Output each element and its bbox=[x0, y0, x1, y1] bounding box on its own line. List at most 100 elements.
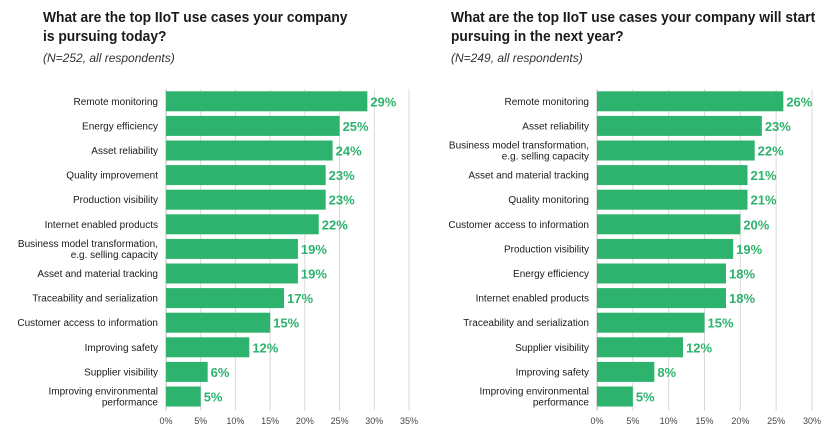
chart-title: What are the top IIoT use cases your com… bbox=[43, 8, 347, 46]
category-label-line: e.g. selling capacity bbox=[71, 250, 158, 261]
x-tick-label: 20% bbox=[731, 416, 749, 426]
data-label: 17% bbox=[287, 291, 313, 306]
category-label-line: Asset and material tracking bbox=[37, 269, 158, 280]
category-label: Customer access to information bbox=[17, 318, 158, 329]
data-label: 22% bbox=[758, 144, 784, 159]
bar bbox=[597, 288, 726, 309]
category-label: Quality monitoring bbox=[508, 195, 589, 206]
bar bbox=[166, 312, 271, 333]
bar bbox=[597, 386, 633, 407]
data-label: 6% bbox=[211, 365, 230, 380]
x-tick-label: 0% bbox=[590, 416, 603, 426]
bar bbox=[166, 189, 326, 210]
category-label-line: Traceability and serialization bbox=[463, 318, 589, 329]
x-tick-label: 20% bbox=[296, 416, 314, 426]
category-label-line: Energy efficiency bbox=[82, 121, 158, 132]
bar bbox=[166, 337, 250, 358]
bar bbox=[597, 189, 748, 210]
bar bbox=[166, 288, 285, 309]
bar bbox=[166, 361, 208, 382]
category-label-line: Business model transformation, bbox=[449, 141, 589, 152]
category-label-line: Improving safety bbox=[85, 343, 158, 354]
x-tick-label: 5% bbox=[194, 416, 207, 426]
category-label-line: Remote monitoring bbox=[505, 97, 589, 108]
bar bbox=[597, 165, 748, 186]
data-label: 18% bbox=[729, 267, 755, 282]
category-label: Improving environmental performance bbox=[49, 387, 159, 409]
category-label-line: Customer access to information bbox=[448, 220, 589, 231]
category-label: Production visibility bbox=[73, 195, 158, 206]
category-label-line: Asset reliability bbox=[522, 121, 589, 132]
data-label: 23% bbox=[329, 193, 355, 208]
x-tick-label: 25% bbox=[331, 416, 349, 426]
category-label-line: Traceability and serialization bbox=[32, 294, 158, 305]
category-label: Remote monitoring bbox=[74, 97, 158, 108]
data-label: 19% bbox=[301, 267, 327, 282]
category-label: Supplier visibility bbox=[84, 367, 158, 378]
data-label: 29% bbox=[370, 94, 396, 109]
data-label: 23% bbox=[765, 119, 791, 134]
data-label: 15% bbox=[273, 316, 299, 331]
category-label: Energy efficiency bbox=[513, 269, 589, 280]
chart-subtitle: (N=252, all respondents) bbox=[43, 51, 175, 65]
chart-title-line: is pursuing today? bbox=[43, 28, 167, 45]
data-label: 25% bbox=[343, 119, 369, 134]
data-label: 12% bbox=[686, 340, 712, 355]
bar bbox=[166, 91, 368, 112]
x-tick-label: 0% bbox=[159, 416, 172, 426]
chart-title-line: What are the top IIoT use cases your com… bbox=[43, 9, 348, 26]
chart-title: What are the top IIoT use cases your com… bbox=[451, 8, 816, 46]
data-label: 26% bbox=[786, 94, 812, 109]
bar bbox=[166, 165, 326, 186]
category-label: Asset and material tracking bbox=[37, 269, 158, 280]
category-label-line: Improving environmental bbox=[49, 387, 159, 398]
category-label: Energy efficiency bbox=[82, 121, 158, 132]
category-label-line: Improving environmental bbox=[480, 387, 590, 398]
data-label: 18% bbox=[729, 291, 755, 306]
x-tick-label: 30% bbox=[803, 416, 821, 426]
bar bbox=[597, 263, 726, 284]
data-label: 24% bbox=[336, 144, 362, 159]
category-label: Traceability and serialization bbox=[463, 318, 589, 329]
category-label-line: performance bbox=[102, 398, 159, 409]
bar bbox=[597, 115, 762, 136]
category-label: Improving environmental performance bbox=[480, 387, 590, 409]
category-label-line: Improving safety bbox=[516, 367, 589, 378]
category-label-line: Remote monitoring bbox=[74, 97, 158, 108]
category-label: Remote monitoring bbox=[505, 97, 589, 108]
data-label: 19% bbox=[301, 242, 327, 257]
category-label-line: Supplier visibility bbox=[84, 367, 158, 378]
x-tick-label: 15% bbox=[695, 416, 713, 426]
bar bbox=[597, 238, 734, 259]
chart-title-line: What are the top IIoT use cases your com… bbox=[451, 9, 816, 26]
bar bbox=[166, 214, 319, 235]
bar bbox=[597, 312, 705, 333]
category-label-line: Production visibility bbox=[504, 244, 589, 255]
category-label: Asset reliability bbox=[91, 146, 158, 157]
bar bbox=[597, 337, 683, 358]
category-label: Customer access to information bbox=[448, 220, 589, 231]
category-label: Business model transformation, e.g. selli… bbox=[449, 141, 589, 163]
category-label: Asset and material tracking bbox=[468, 171, 589, 182]
x-tick-label: 30% bbox=[365, 416, 383, 426]
data-label: 19% bbox=[736, 242, 762, 257]
chart-subtitle: (N=249, all respondents) bbox=[451, 51, 583, 65]
category-label: Internet enabled products bbox=[476, 294, 589, 305]
chart-title-line: pursuing in the next year? bbox=[451, 28, 624, 45]
bar bbox=[166, 386, 201, 407]
x-tick-label: 15% bbox=[261, 416, 279, 426]
category-label-line: Quality improvement bbox=[66, 171, 158, 182]
x-tick-label: 10% bbox=[226, 416, 244, 426]
category-label-line: Supplier visibility bbox=[515, 343, 589, 354]
bar bbox=[166, 115, 340, 136]
category-label-line: Business model transformation, bbox=[18, 239, 158, 250]
data-label: 15% bbox=[708, 316, 734, 331]
data-label: 21% bbox=[751, 193, 777, 208]
x-tick-label: 35% bbox=[400, 416, 418, 426]
category-label: Asset reliability bbox=[522, 121, 589, 132]
data-label: 5% bbox=[636, 390, 655, 405]
bar bbox=[166, 263, 298, 284]
category-label-line: performance bbox=[533, 398, 590, 409]
data-label: 5% bbox=[204, 390, 223, 405]
